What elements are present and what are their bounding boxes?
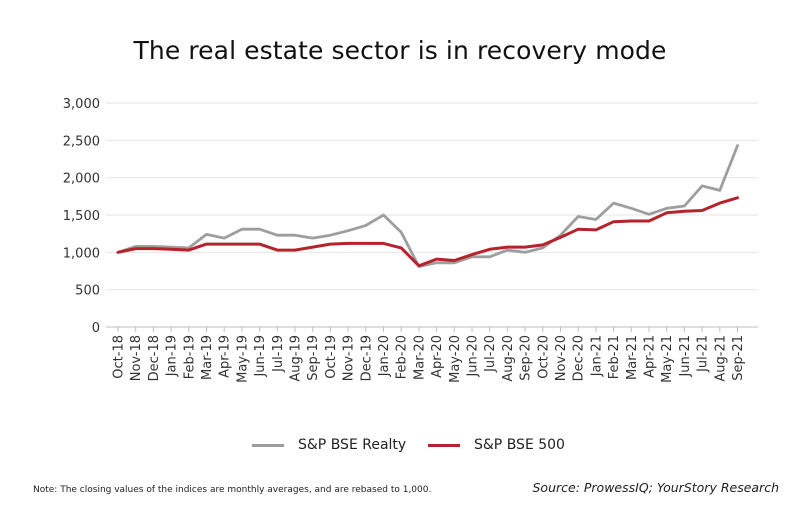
series-line-bse500 <box>116 196 739 268</box>
x-tick-label: Dec-20 <box>572 335 587 381</box>
gridlines <box>106 102 758 291</box>
x-tick-label: Mar-20 <box>412 335 427 380</box>
x-tick-label: Jun-20 <box>466 335 481 378</box>
legend-swatch-bse500 <box>428 443 460 447</box>
legend-swatch-realty <box>252 443 284 447</box>
x-tick-label: Feb-21 <box>607 335 622 379</box>
x-tick-label: Aug-20 <box>501 335 516 382</box>
y-tick-label: 2,500 <box>63 134 100 149</box>
x-tick-label: Feb-19 <box>182 335 197 379</box>
legend-item-realty: S&P BSE Realty <box>252 437 406 453</box>
y-tick-label: 0 <box>92 321 100 336</box>
x-tick-label: Mar-19 <box>200 335 215 380</box>
x-tick-label: Mar-21 <box>625 335 640 380</box>
x-tick-label: Dec-19 <box>359 335 374 381</box>
x-tick-label: Sep-21 <box>731 335 746 381</box>
x-tick-label: Nov-18 <box>129 335 144 381</box>
x-tick-label: Oct-20 <box>536 335 551 379</box>
y-tick-label: 2,000 <box>63 172 100 187</box>
x-tick-label: May-21 <box>660 335 675 383</box>
x-tick-label: May-19 <box>235 335 250 383</box>
x-tick-label: Apr-19 <box>218 335 233 378</box>
x-tick-label: Oct-19 <box>324 335 339 379</box>
x-tick-label: Nov-20 <box>554 335 569 381</box>
x-tick-label: May-20 <box>448 335 463 383</box>
legend-label-realty: S&P BSE Realty <box>298 437 407 453</box>
y-axis: 0 500 1,000 1,500 2,000 2,500 3,000 <box>63 97 100 336</box>
y-tick-label: 1,500 <box>63 209 100 224</box>
x-tick-label: Oct-18 <box>112 335 127 379</box>
y-tick-label: 3,000 <box>63 97 100 112</box>
series-line-realty <box>116 144 739 268</box>
legend: S&P BSE Realty S&P BSE 500 <box>0 437 800 457</box>
x-axis: Oct-18 Nov-18 Dec-18 Jan-19 Feb-19 Mar-19 Apr-… <box>106 326 758 383</box>
x-tick-label: Sep-20 <box>519 335 534 381</box>
series-lines <box>116 144 739 268</box>
x-tick-label: Aug-19 <box>289 335 304 382</box>
x-tick-label: Jul-19 <box>271 335 286 373</box>
y-tick-label: 1,000 <box>63 246 100 261</box>
x-tick-label: Jul-21 <box>696 335 711 373</box>
source-credit: Source: ProwessIQ; YourStory Research <box>532 480 779 495</box>
x-tick-label: Jun-21 <box>678 335 693 378</box>
x-tick-label: Apr-20 <box>430 335 445 378</box>
legend-item-bse500: S&P BSE 500 <box>428 437 565 453</box>
x-tick-label: Apr-21 <box>643 335 658 378</box>
legend-label-bse500: S&P BSE 500 <box>474 437 565 453</box>
x-tick-label: Aug-21 <box>713 335 728 382</box>
x-tick-label: Jan-21 <box>589 335 604 377</box>
chart-title: The real estate sector is in recovery mo… <box>133 36 667 65</box>
y-tick-label: 500 <box>75 284 100 299</box>
x-tick-label: Jan-20 <box>377 335 392 377</box>
footnote: Note: The closing values of the indices … <box>33 485 432 495</box>
x-tick-label: Jan-19 <box>165 335 180 377</box>
x-tick-label: Sep-19 <box>306 335 321 381</box>
x-tick-label: Feb-20 <box>395 335 410 379</box>
x-tick-label: Jun-19 <box>253 335 268 378</box>
x-tick-label: Dec-18 <box>147 335 162 381</box>
x-tick-label: Jul-20 <box>483 335 498 373</box>
x-tick-label: Nov-19 <box>342 335 357 381</box>
